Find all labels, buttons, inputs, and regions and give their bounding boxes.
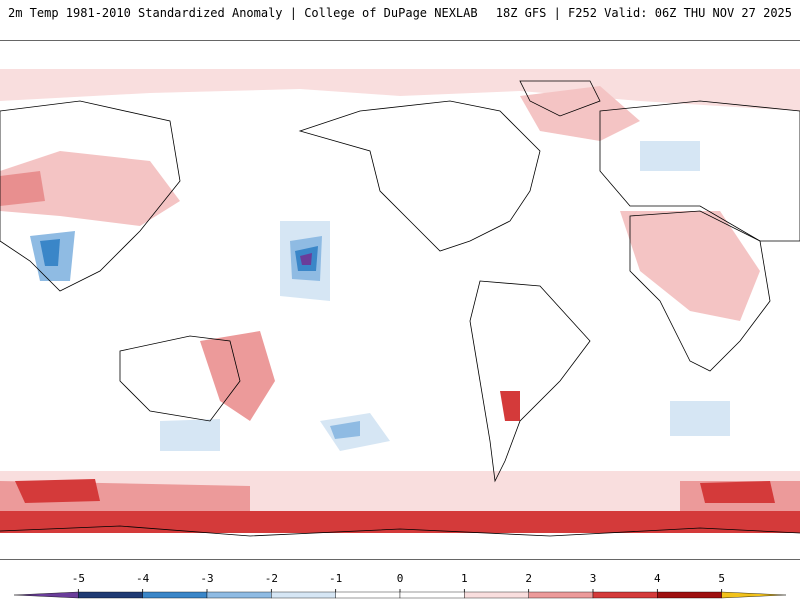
africa-outline [629, 210, 771, 372]
antarctica-outline [0, 525, 800, 537]
warm-anomaly-layer [0, 69, 800, 533]
antarctic-warm-core [15, 479, 100, 503]
north-atlantic-warm [520, 86, 640, 141]
color-tick-label: 0 [396, 572, 404, 585]
color-bin [271, 591, 336, 599]
antarctic-coast-warm [0, 511, 800, 533]
color-tick-label: -1 [329, 572, 343, 585]
coastlines [0, 80, 800, 537]
east-asia-warm [0, 151, 180, 226]
indian-ocean-cold [160, 419, 220, 451]
africa-warm [620, 211, 760, 321]
cold-anomaly-layer [30, 141, 730, 451]
color-bin [657, 591, 722, 599]
color-tick-label: 2 [525, 572, 532, 585]
siberia-warm-core [0, 171, 45, 206]
arctic-warm-band [0, 69, 800, 111]
color-tick-label: 5 [718, 572, 725, 585]
south-america-warm [500, 391, 520, 421]
color-tick-label: -2 [264, 572, 278, 585]
anomaly-map [0, 69, 800, 537]
map-panel [0, 40, 800, 560]
south-asia-cold-core [40, 239, 60, 266]
north-america-outline [298, 100, 541, 252]
color-bin [464, 591, 529, 599]
map-title: 2m Temp 1981-2010 Standardized Anomaly |… [8, 6, 478, 20]
color-bin [721, 591, 787, 599]
color-bin [206, 591, 272, 599]
color-tick-label: -3 [200, 572, 214, 585]
color-tick-label: 3 [589, 572, 597, 585]
color-bin [78, 591, 143, 599]
pacific-cold-extreme [300, 253, 312, 265]
color-bin [592, 591, 658, 599]
color-scale-bar [13, 589, 787, 599]
antarctic-warm-core-east [700, 481, 775, 503]
color-tick-label: 1 [461, 572, 468, 585]
color-tick-label: -4 [136, 572, 150, 585]
color-bin [13, 591, 79, 599]
color-tick-label: -5 [71, 572, 85, 585]
south-pacific-cold-mid [330, 421, 360, 439]
australia-warm [200, 331, 275, 421]
color-bin [142, 591, 208, 599]
model-run-info: 18Z GFS | F252 Valid: 06Z THU NOV 27 202… [495, 6, 792, 20]
color-bin [335, 591, 401, 599]
north-africa-cold [640, 141, 700, 171]
color-bin [528, 591, 594, 599]
europe-asia-outline [599, 100, 800, 242]
color-bin [399, 591, 465, 599]
south-america-outline [469, 280, 591, 483]
australia-outline [119, 335, 241, 422]
color-tick-label: 4 [654, 572, 661, 585]
greenland-outline [519, 80, 601, 117]
east-asia-outline [0, 100, 181, 292]
south-atlantic-cold [670, 401, 730, 436]
